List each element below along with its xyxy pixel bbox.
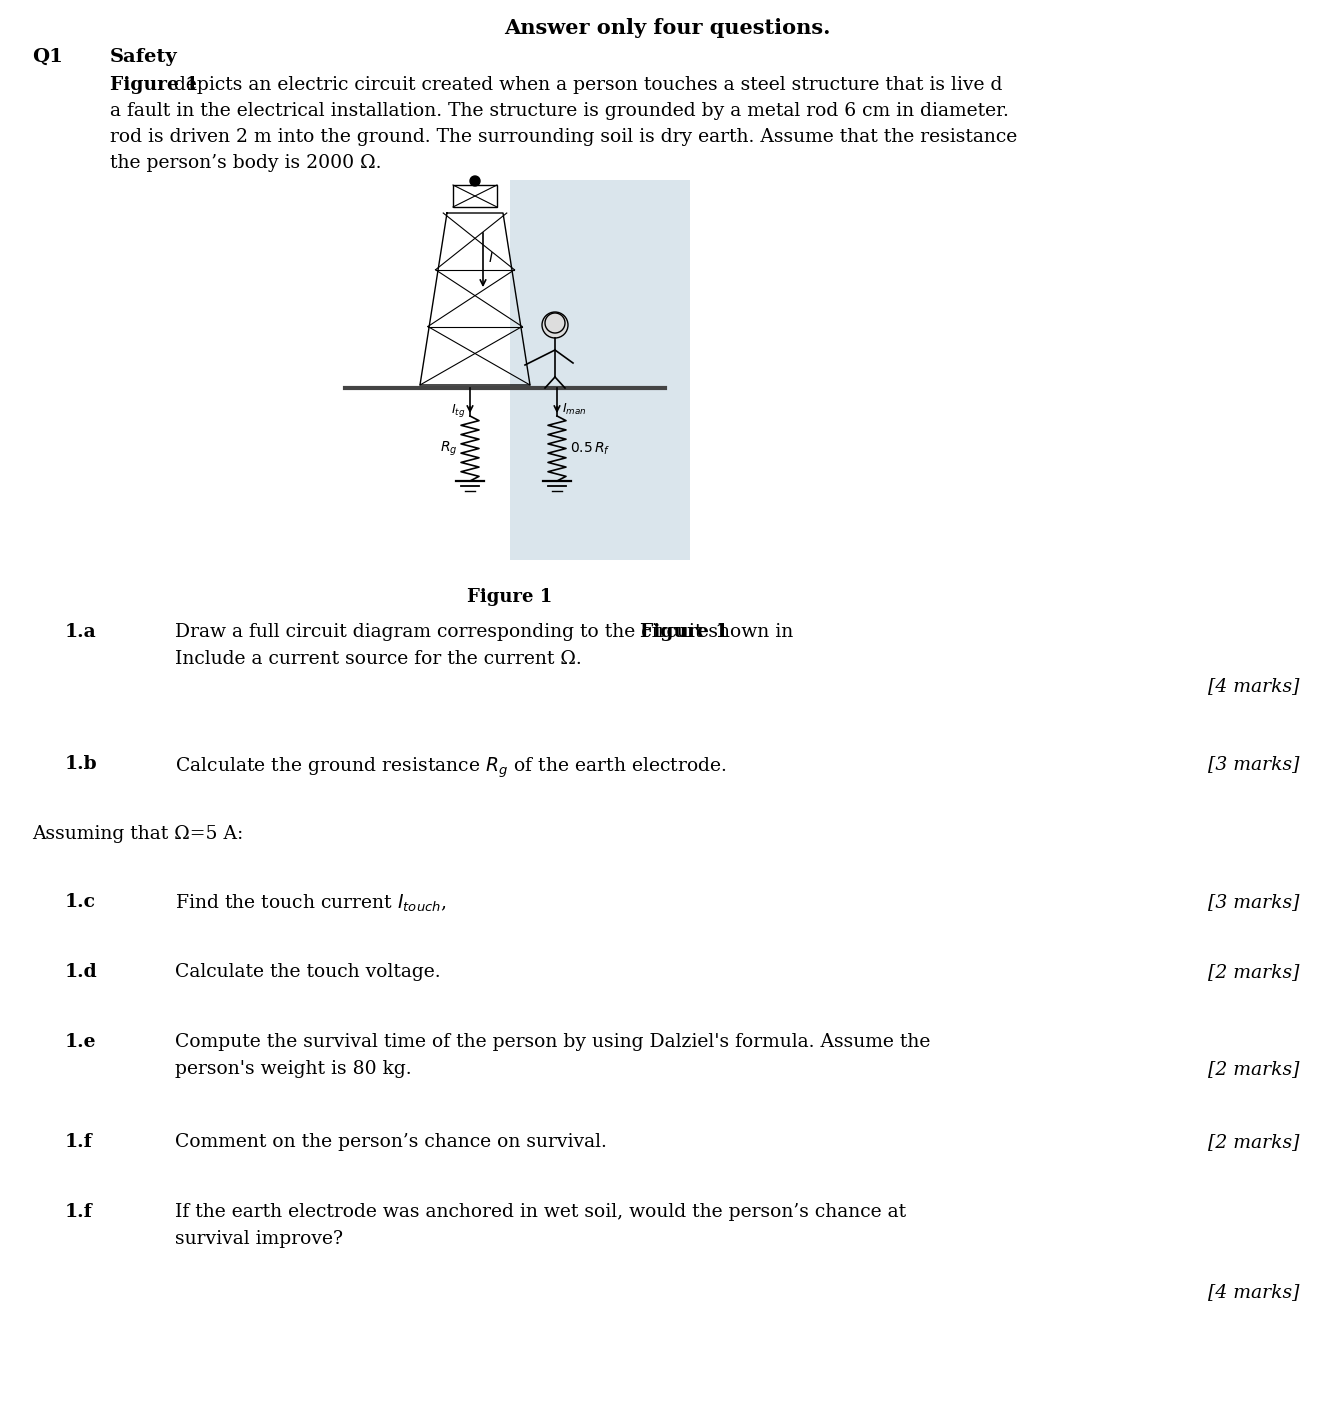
Text: [4 marks]: [4 marks] (1208, 1282, 1300, 1301)
Circle shape (542, 311, 567, 338)
Circle shape (470, 176, 481, 186)
Text: Safety: Safety (109, 49, 178, 66)
Text: 1.b: 1.b (65, 755, 97, 773)
Text: depicts an electric circuit created when a person touches a steel structure that: depicts an electric circuit created when… (168, 76, 1003, 94)
Text: survival improve?: survival improve? (175, 1230, 343, 1248)
Text: Q1: Q1 (32, 49, 63, 66)
Text: [2 marks]: [2 marks] (1208, 962, 1300, 981)
Text: Figure 1: Figure 1 (641, 623, 729, 641)
Text: 1.d: 1.d (65, 962, 97, 981)
Text: [2 marks]: [2 marks] (1208, 1060, 1300, 1078)
Text: Find the touch current $I_{touch}$,: Find the touch current $I_{touch}$, (175, 892, 446, 914)
Text: [3 marks]: [3 marks] (1208, 755, 1300, 773)
Bar (453, 186, 497, 207)
Text: the person’s body is 2000 Ω.: the person’s body is 2000 Ω. (109, 154, 382, 171)
Text: Calculate the touch voltage.: Calculate the touch voltage. (175, 962, 441, 981)
Text: 1.f: 1.f (65, 1132, 92, 1151)
Text: $0.5\,R_f$: $0.5\,R_f$ (570, 440, 610, 457)
Text: 1.f: 1.f (65, 1202, 92, 1221)
Text: rod is driven 2 m into the ground. The surrounding soil is dry earth. Assume tha: rod is driven 2 m into the ground. The s… (109, 129, 1017, 146)
Text: $I$: $I$ (489, 251, 494, 266)
Text: Include a current source for the current Ω.: Include a current source for the current… (175, 650, 582, 668)
Text: 1.e: 1.e (65, 1032, 96, 1051)
Text: Figure 1: Figure 1 (109, 76, 199, 94)
Text: If the earth electrode was anchored in wet soil, would the person’s chance at: If the earth electrode was anchored in w… (175, 1202, 906, 1221)
Text: a fault in the electrical installation. The structure is grounded by a metal rod: a fault in the electrical installation. … (109, 101, 1009, 120)
Text: Draw a full circuit diagram corresponding to the circuit shown in: Draw a full circuit diagram correspondin… (175, 623, 800, 641)
Text: Calculate the ground resistance $R_g$ of the earth electrode.: Calculate the ground resistance $R_g$ of… (175, 755, 726, 780)
Text: [2 marks]: [2 marks] (1208, 1132, 1300, 1151)
Text: Comment on the person’s chance on survival.: Comment on the person’s chance on surviv… (175, 1132, 607, 1151)
Text: person's weight is 80 kg.: person's weight is 80 kg. (175, 1060, 411, 1078)
Text: [4 marks]: [4 marks] (1208, 677, 1300, 695)
Text: Compute the survival time of the person by using Dalziel's formula. Assume the: Compute the survival time of the person … (175, 1032, 930, 1051)
Text: $I_{tg}$: $I_{tg}$ (451, 403, 465, 418)
Text: [3 marks]: [3 marks] (1208, 892, 1300, 911)
Text: Answer only four questions.: Answer only four questions. (503, 19, 830, 39)
Text: Figure 1: Figure 1 (467, 588, 553, 605)
Text: 1.a: 1.a (65, 623, 96, 641)
Circle shape (545, 313, 565, 333)
Text: $I_{man}$: $I_{man}$ (562, 403, 586, 417)
Text: $R_g$: $R_g$ (439, 440, 457, 457)
Text: 1.c: 1.c (65, 892, 96, 911)
Bar (510, 180, 690, 560)
Text: Assuming that Ω=5 A:: Assuming that Ω=5 A: (32, 825, 243, 843)
